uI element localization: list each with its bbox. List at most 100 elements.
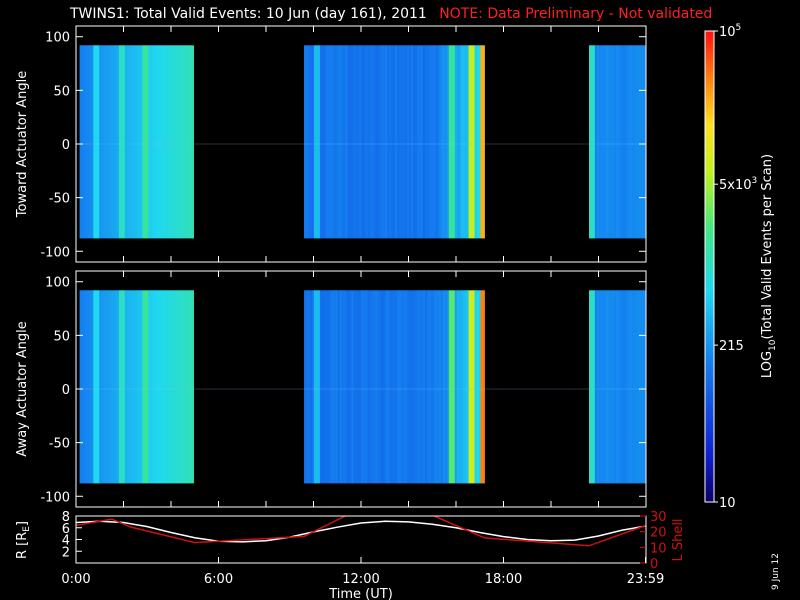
heat-column <box>450 45 454 239</box>
heat-column <box>424 290 428 484</box>
heat-column <box>618 290 621 484</box>
heat-column <box>132 45 135 239</box>
heat-column <box>148 45 151 239</box>
heat-column <box>602 290 605 484</box>
heat-column <box>150 290 153 484</box>
heat-column <box>140 45 143 239</box>
heat-column <box>144 290 147 484</box>
heat-column <box>323 45 327 239</box>
heat-column <box>168 290 171 484</box>
heat-column <box>627 45 631 239</box>
colorbar-tick-base: 10 <box>719 496 736 511</box>
heat-column <box>136 290 139 484</box>
heat-column <box>158 290 161 484</box>
heat-column <box>419 45 422 239</box>
heat-column <box>385 290 388 484</box>
date-stamp: 9 Jun 12 <box>771 553 781 590</box>
heat-column <box>482 290 485 484</box>
colorbar-tick-base: 5x10 <box>719 178 752 193</box>
heat-column <box>315 290 319 484</box>
heat-column <box>606 45 609 239</box>
heat-column <box>472 290 475 484</box>
heat-column <box>325 290 329 484</box>
data-interval <box>79 290 194 484</box>
heat-column <box>363 290 366 484</box>
colorbar-tick-label: 5x103 <box>719 176 757 193</box>
heat-column <box>375 290 378 484</box>
heat-column <box>146 290 149 484</box>
heat-column <box>446 290 450 484</box>
heat-column <box>365 290 368 484</box>
heat-column <box>175 290 179 484</box>
heat-column <box>589 290 592 484</box>
heat-column <box>99 290 102 484</box>
heat-column <box>442 45 446 239</box>
heat-column <box>608 290 611 484</box>
heat-column <box>185 290 189 484</box>
heat-column <box>616 45 619 239</box>
heat-column <box>602 45 605 239</box>
heat-column <box>633 45 637 239</box>
data-interval <box>589 290 646 484</box>
heat-column <box>466 290 470 484</box>
heat-column <box>333 45 337 239</box>
heat-column <box>93 45 96 239</box>
heat-column <box>610 45 613 239</box>
heat-column <box>305 290 309 484</box>
colorbar-tick-base: 215 <box>719 339 744 354</box>
heat-column <box>120 45 124 239</box>
heat-column <box>181 290 185 484</box>
heat-column <box>633 290 637 484</box>
heat-column <box>371 45 374 239</box>
heat-column <box>126 45 130 239</box>
panel-y-label: Toward Actuator Angle <box>15 71 30 218</box>
heat-column <box>154 290 157 484</box>
heat-column <box>430 290 434 484</box>
heat-column <box>474 290 477 484</box>
heat-column <box>383 45 386 239</box>
heat-column <box>311 45 315 239</box>
heat-column <box>627 290 631 484</box>
heat-column <box>446 45 450 239</box>
heat-column <box>464 45 468 239</box>
heat-column <box>124 45 128 239</box>
heat-column <box>622 290 625 484</box>
heat-column <box>173 290 177 484</box>
heat-column <box>351 290 354 484</box>
heat-column <box>335 290 339 484</box>
chart-title: TWINS1: Total Valid Events: 10 Jun (day … <box>70 6 712 22</box>
heat-column <box>604 45 607 239</box>
heat-column <box>377 45 380 239</box>
heat-column <box>93 290 96 484</box>
heat-column <box>377 290 380 484</box>
y-tick-label: -100 <box>40 245 70 260</box>
heat-column <box>600 290 604 484</box>
heat-column <box>321 290 325 484</box>
heat-column <box>478 290 481 484</box>
heat-column <box>389 290 392 484</box>
heat-column <box>349 290 352 484</box>
heat-column <box>589 45 592 239</box>
heat-column <box>130 290 134 484</box>
heat-column <box>134 290 137 484</box>
heat-column <box>355 45 358 239</box>
heat-column <box>171 45 175 239</box>
heat-column <box>367 45 370 239</box>
heat-column <box>419 290 422 484</box>
heat-column <box>331 45 335 239</box>
heat-column <box>399 290 402 484</box>
heat-column <box>323 290 327 484</box>
heat-column <box>432 45 436 239</box>
heat-column <box>444 45 448 239</box>
heat-column <box>643 45 646 239</box>
heat-column <box>389 45 392 239</box>
x-tick-label: 18:00 <box>485 572 522 587</box>
heat-column <box>309 45 313 239</box>
heat-column <box>452 45 456 239</box>
heat-column <box>393 290 396 484</box>
heat-column <box>438 290 442 484</box>
heat-column <box>462 45 466 239</box>
heat-column <box>403 45 406 239</box>
heat-column <box>91 290 94 484</box>
heat-column <box>594 45 598 239</box>
